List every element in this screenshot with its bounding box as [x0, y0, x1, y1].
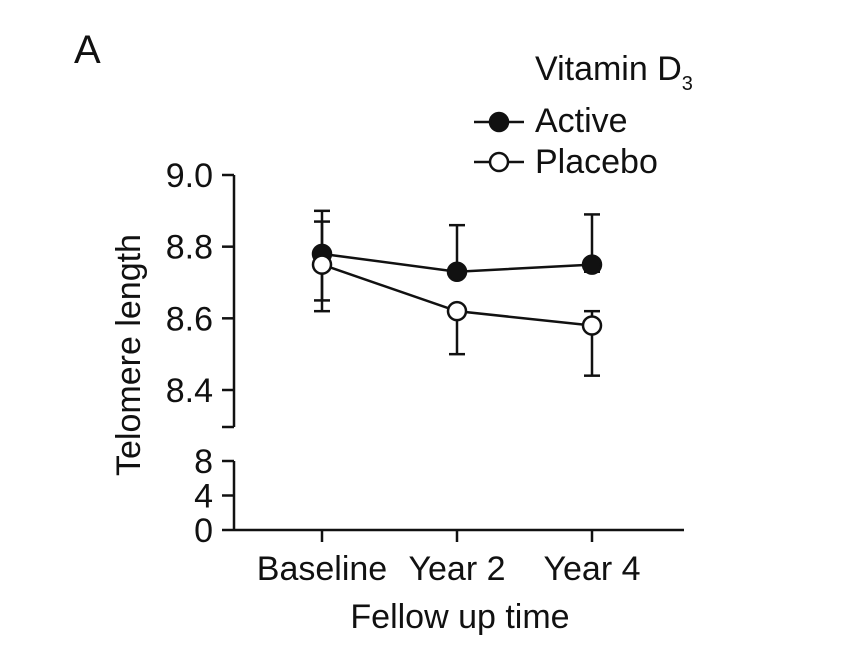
y-ticks-lower: 840: [194, 443, 234, 550]
x-ticks: Baseline Year 2 Year 4: [257, 530, 641, 588]
data-point: [581, 254, 603, 275]
legend-title-subscript: 3: [682, 73, 693, 95]
legend-active-label: Active: [535, 102, 628, 140]
y-tick-label: 8: [194, 443, 213, 481]
data-point: [311, 254, 333, 275]
legend-entry-active: Active: [474, 102, 628, 140]
data-point: [581, 315, 603, 336]
y-tick-label: 4: [194, 478, 213, 516]
x-axis-label: Fellow up time: [350, 598, 569, 636]
legend-active-marker: [488, 111, 510, 133]
legend-entry-placebo: Placebo: [474, 143, 658, 181]
y-tick-label: 9.0: [166, 157, 213, 195]
y-tick-label: 8.4: [166, 372, 213, 410]
series-active: [314, 209, 600, 302]
legend-placebo-label: Placebo: [535, 143, 658, 181]
y-axis-label: Telomere length: [110, 234, 148, 476]
legend-placebo-marker: [488, 151, 510, 173]
x-tick-label: Year 2: [408, 550, 505, 588]
x-tick-label: Baseline: [257, 550, 387, 588]
markers-placebo: [311, 254, 603, 336]
legend-title: Vitamin D3: [535, 50, 693, 95]
y-tick-label: 8.6: [166, 300, 213, 338]
legend-title-text: Vitamin D: [535, 50, 682, 88]
y-ticks-upper: 9.0 8.8 8.6 8.4: [166, 157, 234, 410]
data-point: [446, 261, 468, 282]
x-tick-label: Year 4: [543, 550, 640, 588]
series-layer: [311, 209, 603, 377]
y-tick-label: 0: [194, 512, 213, 550]
data-point: [446, 300, 468, 322]
legend: Vitamin D3 Active Placebo: [474, 50, 693, 181]
panel-label: A: [74, 28, 101, 72]
y-tick-label: 8.8: [166, 229, 213, 267]
